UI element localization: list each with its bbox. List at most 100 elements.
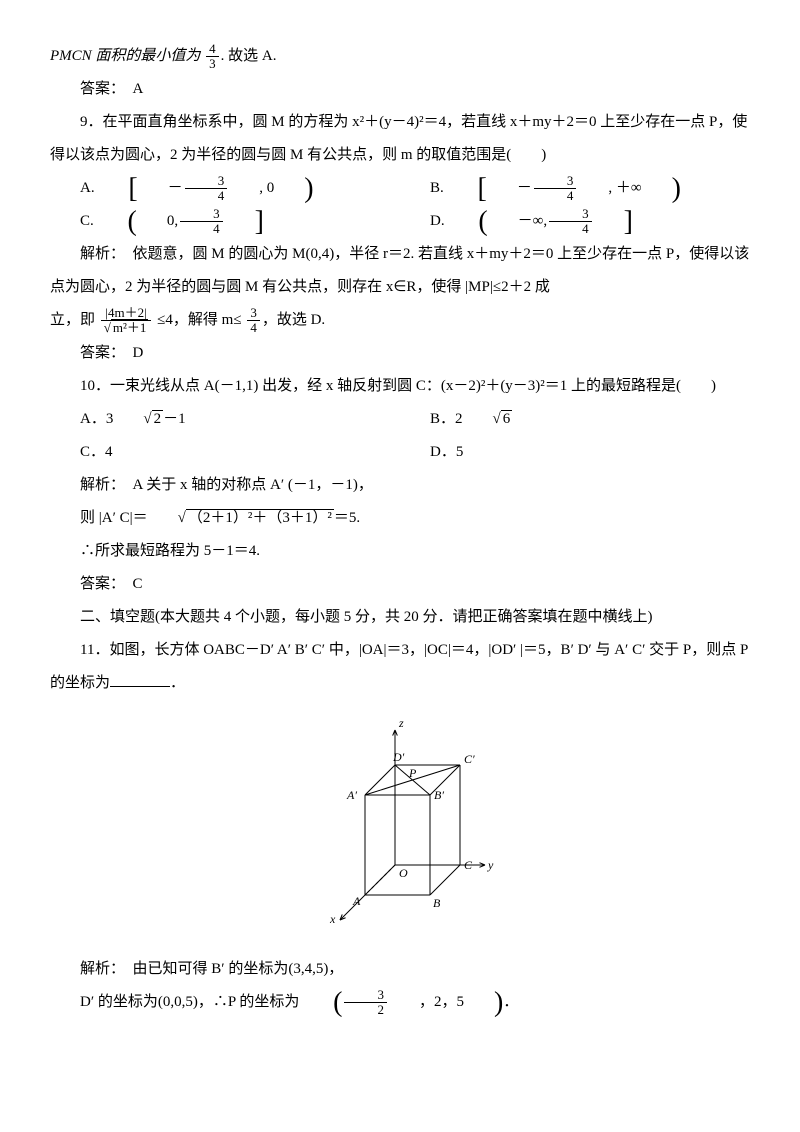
answer-10-value: C: [133, 576, 143, 592]
opt-b-label: B.: [430, 180, 444, 196]
question-10: 10．一束光线从点 A(－1,1) 出发，经 x 轴反射到圆 C：(x－2)²＋…: [50, 370, 750, 403]
q10-option-c: C．4: [50, 436, 400, 469]
coord-mid: ，2，5: [389, 986, 464, 1019]
q10-option-d: D．5: [400, 436, 750, 469]
frac: 34: [185, 174, 228, 204]
opt-b-text: B．2: [430, 411, 463, 427]
svg-text:O: O: [399, 866, 408, 880]
sign: －: [487, 172, 532, 205]
q10-text: 10．一束光线从点 A(－1,1) 出发，经 x 轴反射到圆 C：(x－2)²＋…: [80, 378, 716, 394]
svg-text:B: B: [433, 896, 441, 910]
before: 0,: [137, 205, 178, 238]
q11-figure: OABCD′A′B′C′Pzyx: [50, 715, 750, 938]
svg-text:C: C: [464, 858, 473, 872]
sqrt: （2＋1）²＋（3＋1）²: [148, 502, 334, 535]
opt-b-expr: [ －34, ＋∞ ): [448, 172, 681, 205]
q9-frac2: |4m＋2| m²＋1: [101, 306, 152, 336]
bracket-l: (: [303, 989, 342, 1017]
opt-c-label: C.: [80, 213, 94, 229]
answer-label: 答案：: [80, 345, 118, 361]
answer-8: 答案： A: [50, 73, 750, 106]
q10-options-row-1: A．3 2－1 B．26: [50, 403, 750, 436]
q11-coord: ( 32，2，5 ): [303, 986, 503, 1019]
svg-text:A: A: [352, 894, 361, 908]
q10-analysis-2: 则 |A′ C|＝（2＋1）²＋（3＋1）²＝5.: [50, 502, 750, 535]
q9-analysis-text-1: 依题意，圆 M 的圆心为 M(0,4)，半径 r＝2. 若直线 x＋my＋2＝0…: [50, 246, 749, 295]
q9-option-c: C. ( 0, 34 ]: [50, 205, 400, 238]
q9-options-row-2: C. ( 0, 34 ] D. ( －∞, 34 ]: [50, 205, 750, 238]
bracket-r: ]: [594, 208, 633, 236]
frac-den: 2: [344, 1003, 387, 1017]
intro-line: PMCN 面积的最小值为 4 3 . 故选 A.: [50, 40, 750, 73]
answer-8-value: A: [133, 81, 144, 97]
bracket-l: (: [448, 208, 487, 236]
q10-analysis-3: ∴所求最短路程为 5－1＝4.: [50, 535, 750, 568]
radicand: 2: [152, 410, 164, 427]
sign: －: [138, 172, 183, 205]
opt-c-expr: ( 0, 34 ]: [98, 205, 264, 238]
bracket-l: [: [448, 175, 487, 203]
answer-9-value: D: [133, 345, 144, 361]
analysis-label: 解析：: [80, 961, 118, 977]
bracket-r: ): [464, 989, 503, 1017]
opt-a-text: A．3: [80, 411, 113, 427]
q9-analysis-2a: 立，即: [50, 312, 95, 328]
frac-den: 4: [247, 321, 260, 335]
q11-analysis-2: D′ 的坐标为(0,0,5)，∴P 的坐标为 ( 32，2，5 ) ．: [50, 986, 750, 1019]
svg-text:x: x: [329, 912, 336, 925]
intro-frac: 4 3: [206, 42, 219, 72]
answer-label: 答案：: [80, 81, 118, 97]
frac-den: 4: [549, 222, 592, 236]
fill-blank: [110, 671, 170, 687]
bracket-r: ): [274, 175, 313, 203]
section-2-heading: 二、填空题(本大题共 4 个小题，每小题 5 分，共 20 分．请把正确答案填在…: [50, 601, 750, 634]
intro-text: PMCN 面积的最小值为: [50, 48, 200, 64]
question-11: 11．如图，长方体 OABC－D′ A′ B′ C′ 中，|OA|＝3，|OC|…: [50, 634, 750, 700]
cuboid-diagram: OABCD′A′B′C′Pzyx: [300, 715, 500, 925]
frac-num: 3: [180, 207, 223, 222]
opt-a-label: A.: [80, 180, 95, 196]
radicand: m²＋1: [111, 319, 149, 335]
bracket-l: [: [98, 175, 137, 203]
frac-den: 4: [534, 189, 577, 203]
svg-text:z: z: [398, 716, 404, 730]
bracket-r: ]: [225, 208, 264, 236]
q9-analysis-2: 立，即 |4m＋2| m²＋1 ≤4，解得 m≤ 3 4 ，故选 D.: [50, 304, 750, 337]
q10-options-row-2: C．4 D．5: [50, 436, 750, 469]
answer-label: 答案：: [80, 576, 118, 592]
before: －∞,: [488, 205, 547, 238]
frac: 34: [549, 207, 592, 237]
opt-a-expr: [ －34, 0 ): [98, 172, 313, 205]
q9-frac3: 3 4: [247, 306, 260, 336]
svg-text:P: P: [408, 766, 417, 780]
frac-num: 3: [344, 988, 387, 1003]
svg-text:y: y: [487, 858, 494, 872]
q10-analysis-text-3: ∴所求最短路程为 5－1＝4.: [80, 543, 260, 559]
q10-option-b: B．26: [400, 403, 750, 436]
frac-num: 3: [534, 174, 577, 189]
q10-analysis-2b: ＝5.: [334, 510, 360, 526]
frac-num: 3: [549, 207, 592, 222]
q9-analysis-1: 解析： 依题意，圆 M 的圆心为 M(0,4)，半径 r＝2. 若直线 x＋my…: [50, 238, 750, 304]
q9-options-row-1: A. [ －34, 0 ) B. [ －34, ＋∞ ): [50, 172, 750, 205]
frac-num: 3: [247, 306, 260, 321]
svg-text:D′: D′: [392, 750, 405, 764]
sqrt: 6: [463, 403, 513, 436]
q11-analysis-2a: D′ 的坐标为(0,0,5)，∴P 的坐标为: [80, 994, 299, 1010]
bracket-r: ): [642, 175, 681, 203]
opt-a-tail: －1: [163, 411, 186, 427]
frac-den: 4: [185, 189, 228, 203]
radicand: （2＋1）²＋（3＋1）²: [186, 509, 334, 526]
q10-analysis-1: 解析： A 关于 x 轴的对称点 A′ (－1，－1)，: [50, 469, 750, 502]
frac-num: 4: [206, 42, 219, 57]
opt-c-text: C．4: [80, 444, 113, 460]
answer-10: 答案： C: [50, 568, 750, 601]
svg-text:C′: C′: [464, 752, 475, 766]
sqrt: 2: [113, 403, 163, 436]
frac-den: m²＋1: [101, 321, 152, 335]
analysis-label: 解析：: [80, 246, 118, 262]
q11-analysis-text-1: 由已知可得 B′ 的坐标为(3,4,5)，: [133, 961, 344, 977]
q9-option-a: A. [ －34, 0 ): [50, 172, 400, 205]
q11-analysis-1: 解析： 由已知可得 B′ 的坐标为(3,4,5)，: [50, 953, 750, 986]
svg-text:B′: B′: [434, 788, 444, 802]
